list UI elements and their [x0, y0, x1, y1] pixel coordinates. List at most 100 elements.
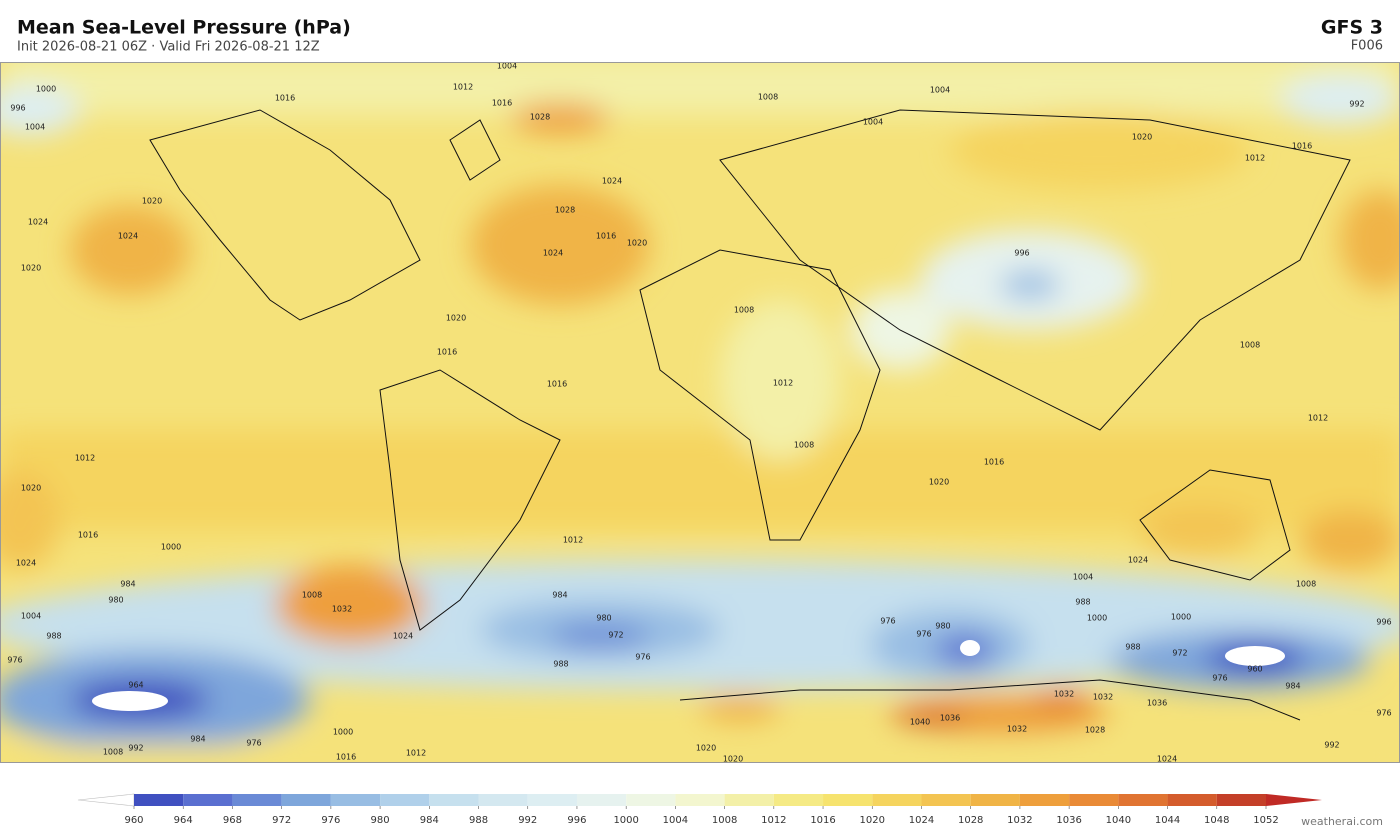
isobar-label: 992: [1349, 100, 1364, 109]
isobar-label: 1032: [332, 605, 352, 614]
colorbar-tick-label: 1024: [909, 815, 934, 826]
isobar-label: 1020: [723, 755, 743, 764]
isobar-label: 1032: [1007, 725, 1027, 734]
map: 1004 1012 1016 1016 1028 1008 1004 1004 1020 1012…: [0, 62, 1400, 764]
isobar-label: 1016: [547, 380, 567, 389]
isobar-label: 976: [7, 656, 22, 665]
isobar-label: 1016: [275, 94, 295, 103]
isobar-label: 984: [120, 580, 135, 589]
isobar-label: 1008: [302, 591, 322, 600]
colorbar-tick-label: 1040: [1106, 815, 1131, 826]
colorbar-tick-label: 968: [223, 815, 242, 826]
colorbar-segment: [970, 794, 1020, 806]
colorbar-tick-label: 1008: [712, 815, 737, 826]
colorbar-segment: [429, 794, 479, 806]
colorbar-tick-label: 1036: [1056, 815, 1081, 826]
isobar-label: 1012: [773, 379, 793, 388]
isobar-label: 972: [608, 631, 623, 640]
isobar-label: 1016: [492, 99, 512, 108]
isobar-label: 1028: [555, 206, 575, 215]
isobar-label: 1000: [36, 85, 56, 94]
isobar-label: 976: [246, 739, 261, 748]
isobar-label: 1032: [1054, 690, 1074, 699]
isobar-label: 1008: [1296, 580, 1316, 589]
isobar-label: 1016: [984, 458, 1004, 467]
isobar-label: 1016: [596, 232, 616, 241]
colorbar-segment: [921, 794, 971, 806]
isobar-label: 996: [1376, 618, 1391, 627]
isobar-label: 992: [1324, 741, 1339, 750]
isobar-label: 1024: [602, 177, 622, 186]
colorbar-segment: [232, 794, 282, 806]
colorbar-segment: [724, 794, 774, 806]
colorbar-under: [77, 793, 135, 807]
isobar-label: 960: [1247, 665, 1262, 674]
isobar-label: 1024: [118, 232, 138, 241]
colorbar-segment: [527, 794, 577, 806]
isobar-label: 972: [1172, 649, 1187, 658]
isobar-label: 984: [1285, 682, 1300, 691]
isobar-label: 984: [190, 735, 205, 744]
colorbar-segment: [675, 794, 725, 806]
colorbar-over: [1266, 794, 1322, 806]
colorbar-segment: [183, 794, 233, 806]
isobar-label: 1024: [1128, 556, 1148, 565]
isobar-label: 1004: [497, 62, 517, 71]
colorbar-tick-label: 1032: [1007, 815, 1032, 826]
isobar-label: 1004: [21, 612, 41, 621]
low-core: [1225, 646, 1285, 666]
isobar-label: 1012: [453, 83, 473, 92]
isobar-label: 1000: [333, 728, 353, 737]
colorbar-tick-label: 1004: [663, 815, 688, 826]
colorbar-tick-label: 960: [124, 815, 143, 826]
isobar-label: 976: [635, 653, 650, 662]
isobar-label: 1008: [734, 306, 754, 315]
isobar-labels: 1004 1012 1016 1016 1028 1008 1004 1004 1020 1012…: [7, 62, 1391, 764]
isobar-label: 1004: [930, 86, 950, 95]
isobar-label: 980: [596, 614, 611, 623]
isobar-label: 1028: [530, 113, 550, 122]
isobar-label: 1020: [1132, 133, 1152, 142]
title: Mean Sea-Level Pressure (hPa): [17, 17, 351, 39]
isobar-label: 1016: [1292, 142, 1312, 151]
colorbar-segment: [626, 794, 676, 806]
colorbar-segment: [1118, 794, 1168, 806]
isobar-label: 1024: [16, 559, 36, 568]
isobar-label: 1012: [406, 749, 426, 758]
isobar-label: 1012: [1308, 414, 1328, 423]
colorbar-tick-label: 1028: [958, 815, 983, 826]
colorbar-segment: [1216, 794, 1266, 806]
isobar-label: 1024: [1157, 755, 1177, 764]
colorbar-segment: [380, 794, 430, 806]
isobar-label: 1012: [75, 454, 95, 463]
isobar-label: 1008: [794, 441, 814, 450]
colorbar-segment: [576, 794, 627, 806]
colorbar-segment: [330, 794, 381, 806]
isobar-label: 1000: [1171, 613, 1191, 622]
colorbar-segment: [281, 794, 331, 806]
isobar-label: 1000: [161, 543, 181, 552]
colorbar-tick-label: 988: [469, 815, 488, 826]
model: GFS 3: [1321, 17, 1383, 39]
isobar-label: 1036: [1147, 699, 1167, 708]
isobar-label: 1012: [563, 536, 583, 545]
low-core: [960, 640, 980, 656]
watermark: weatherai.com: [1301, 815, 1383, 828]
colorbar-segment: [1019, 794, 1070, 806]
colorbar-tick-label: 996: [567, 815, 586, 826]
isobar-label: 1024: [28, 218, 48, 227]
isobar-label: 1004: [863, 118, 883, 127]
isobar-label: 1024: [393, 632, 413, 641]
forecast-hour: F006: [1351, 39, 1383, 54]
colorbar-tick-label: 1012: [761, 815, 786, 826]
isobar-label: 964: [128, 681, 143, 690]
colorbar-tick-label: 980: [371, 815, 390, 826]
isobar-label: 1020: [142, 197, 162, 206]
colorbar-tick-label: 984: [420, 815, 439, 826]
isobar-label: 988: [46, 632, 61, 641]
colorbar-segment: [478, 794, 528, 806]
colorbar-tick-label: 1000: [613, 815, 638, 826]
isobar-label: 1020: [929, 478, 949, 487]
isobar-label: 1016: [336, 753, 356, 762]
isobar-label: 1020: [446, 314, 466, 323]
